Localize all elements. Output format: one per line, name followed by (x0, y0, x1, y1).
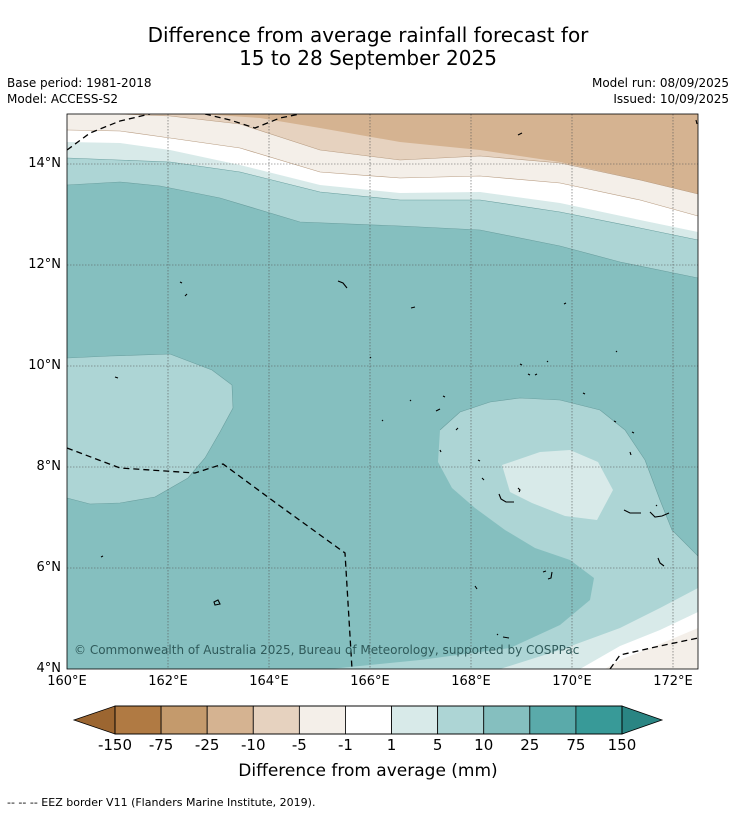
lon-label-162e: 162°E (148, 674, 188, 689)
meta-right: Model run: 08/09/2025 Issued: 10/09/2025 (592, 75, 729, 107)
rainfall-map (67, 114, 698, 669)
lon-label-172e: 172°E (653, 674, 693, 689)
lon-label-170e: 170°E (552, 674, 592, 689)
region-dry-south (605, 628, 698, 669)
lat-label-4n: 4°N (36, 661, 62, 676)
islands (100, 119, 698, 639)
model-text: Model: ACCESS-S2 (7, 92, 119, 106)
meta-left: Base period: 1981-2018 Model: ACCESS-S2 (7, 75, 152, 107)
colorbar-cell (298, 705, 346, 735)
copyright-text: © Commonwealth of Australia 2025, Bureau… (74, 643, 580, 657)
graticule (67, 114, 698, 669)
lat-label-12n: 12°N (28, 257, 61, 272)
lon-label-164e: 164°E (249, 674, 289, 689)
colorbar-cell (437, 705, 485, 735)
colorbar-tick-label: 150 (607, 736, 637, 754)
colorbar-low-arrow (72, 705, 116, 735)
colorbar-tick-label: 25 (520, 736, 540, 754)
base-period-text: Base period: 1981-2018 (7, 76, 152, 90)
colorbar-tick-label: 5 (432, 736, 443, 754)
colorbar-tick-label: -150 (97, 736, 133, 754)
lat-label-6n: 6°N (36, 560, 62, 575)
colorbar-tick-label: -25 (194, 736, 220, 754)
lat-label-8n: 8°N (36, 459, 62, 474)
region-5-to-10-west (67, 354, 233, 504)
lon-label-166e: 166°E (350, 674, 390, 689)
colorbar-cell (575, 705, 623, 735)
region-5-to-10-east (330, 398, 698, 669)
colorbar-cell (114, 705, 162, 735)
colorbar-tick-label: 1 (386, 736, 397, 754)
eez-legend-note: -- -- -- EEZ border V11 (Flanders Marine… (7, 796, 316, 809)
colorbar-tick-label: -1 (337, 736, 353, 754)
map-title-line2: 15 to 28 September 2025 (239, 46, 497, 70)
colorbar-title: Difference from average (mm) (238, 761, 498, 781)
colorbar-tick-label: -5 (291, 736, 307, 754)
map-frame (66, 113, 699, 670)
lon-label-168e: 168°E (451, 674, 491, 689)
colorbar-cell (345, 705, 392, 735)
colorbar-tick-label: -10 (241, 736, 266, 754)
eez-borders (67, 114, 698, 669)
map-title-line1: Difference from average rainfall forecas… (147, 23, 589, 47)
colorbar-cell (206, 705, 254, 735)
colorbar-cell (160, 705, 208, 735)
colorbar (72, 705, 664, 735)
region-1-to-5-east (502, 450, 613, 520)
lat-label-14n: 14°N (28, 156, 61, 171)
colorbar-cell (391, 705, 439, 735)
colorbar-tick-label: 10 (474, 736, 494, 754)
model-run-text: Model run: 08/09/2025 (591, 76, 729, 90)
region-minus10-to-minus25 (200, 114, 698, 194)
lon-label-160e: 160°E (47, 674, 87, 689)
issued-text: Issued: 10/09/2025 (613, 92, 729, 106)
lat-label-10n: 10°N (28, 358, 61, 373)
colorbar-cell (529, 705, 577, 735)
colorbar-tick-label: 75 (566, 736, 586, 754)
colorbar-cell (252, 705, 300, 735)
colorbar-high-arrow (621, 705, 664, 735)
colorbar-tick-label: -75 (148, 736, 174, 754)
colorbar-cell (483, 705, 531, 735)
